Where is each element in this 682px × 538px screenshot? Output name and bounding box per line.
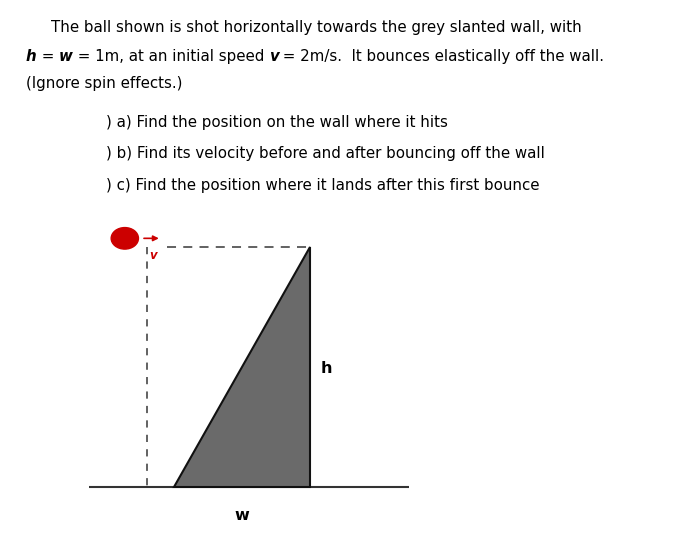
Text: ) c) Find the position where it lands after this first bounce: ) c) Find the position where it lands af… bbox=[106, 178, 539, 193]
Circle shape bbox=[111, 228, 138, 249]
Text: w: w bbox=[59, 49, 72, 65]
Text: v: v bbox=[149, 249, 158, 261]
Text: v: v bbox=[269, 49, 278, 65]
Text: ) b) Find its velocity before and after bouncing off the wall: ) b) Find its velocity before and after … bbox=[106, 146, 545, 161]
Text: =: = bbox=[37, 49, 59, 65]
Text: h: h bbox=[321, 361, 332, 376]
Text: The ball shown is shot horizontally towards the grey slanted wall, with: The ball shown is shot horizontally towa… bbox=[51, 20, 582, 36]
Text: = 2m/s.  It bounces elastically off the wall.: = 2m/s. It bounces elastically off the w… bbox=[278, 49, 604, 65]
Text: w: w bbox=[235, 508, 250, 523]
Text: ) a) Find the position on the wall where it hits: ) a) Find the position on the wall where… bbox=[106, 115, 447, 130]
Text: (Ignore spin effects.): (Ignore spin effects.) bbox=[26, 76, 182, 91]
Text: h: h bbox=[26, 49, 37, 65]
Text: = 1m, at an initial speed: = 1m, at an initial speed bbox=[72, 49, 269, 65]
Polygon shape bbox=[174, 247, 310, 487]
